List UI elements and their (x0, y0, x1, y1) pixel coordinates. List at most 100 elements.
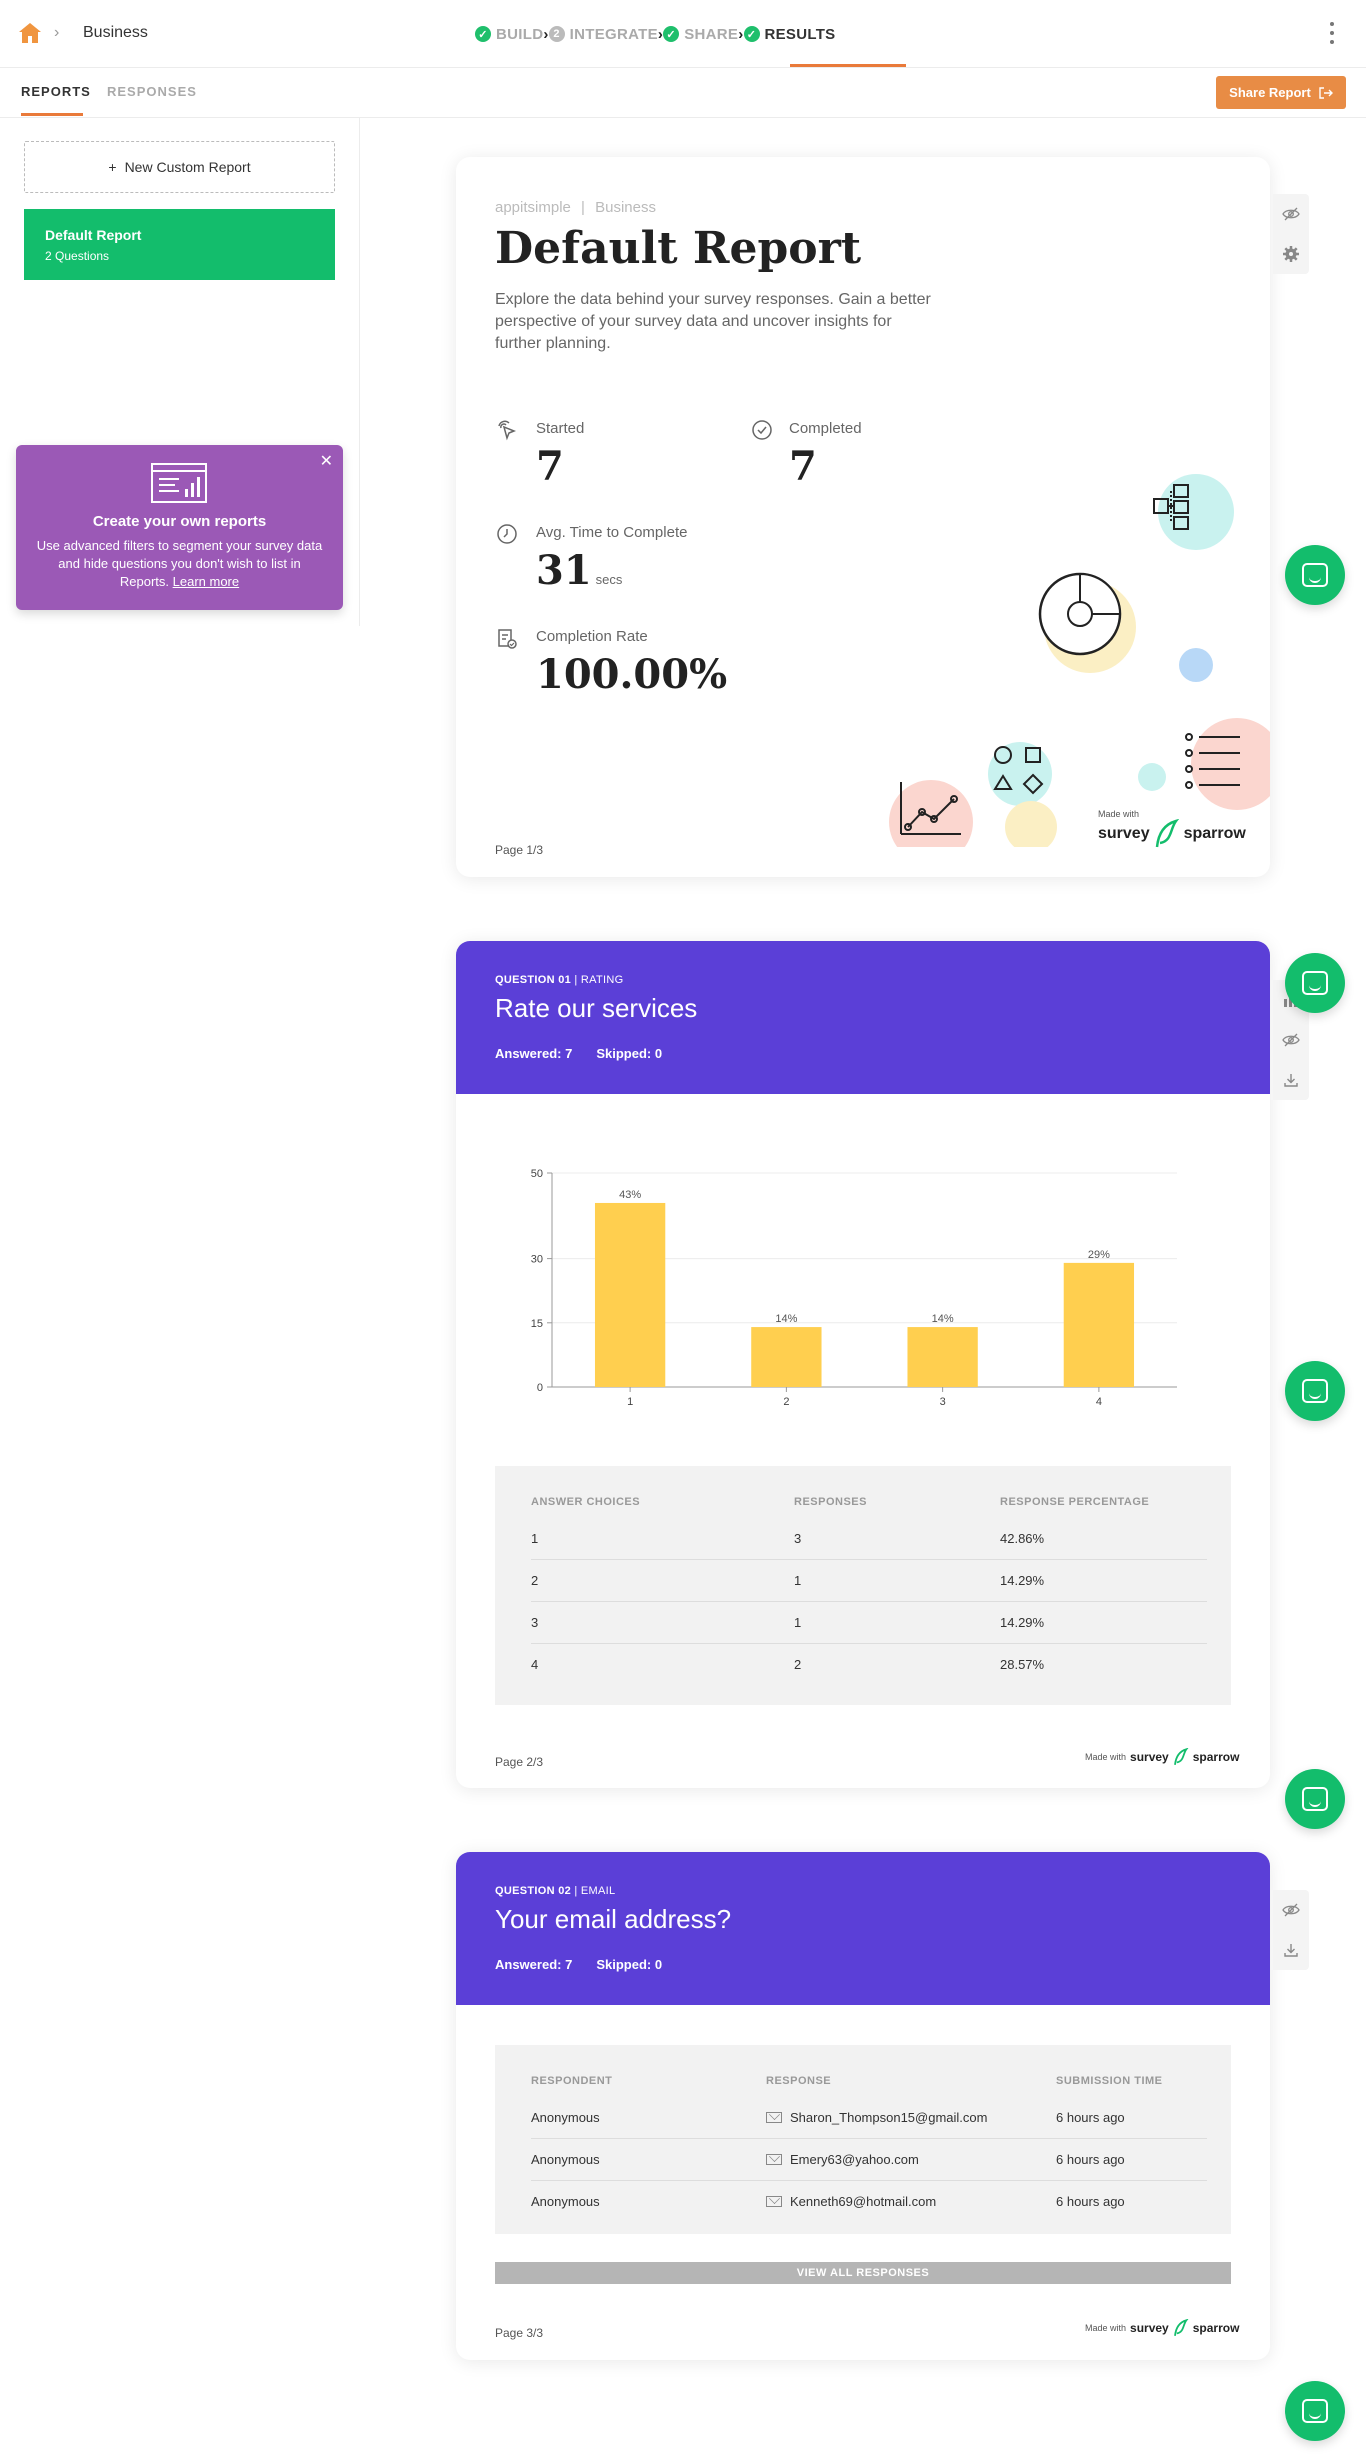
shapes-icon (993, 746, 1044, 795)
logo-word-sparrow: sparrow (1192, 1750, 1240, 1764)
percentage-cell: 42.86% (1000, 1531, 1045, 1546)
question-meta: Answered: 7 Skipped: 0 (495, 1957, 662, 1972)
report-description: Explore the data behind your survey resp… (495, 291, 931, 352)
responses-cell: 2 (794, 1643, 1000, 1685)
answer-choice-cell: 1 (531, 1531, 539, 1546)
hide-eye-icon[interactable] (1273, 194, 1309, 234)
response-cell: Kenneth69@hotmail.com (766, 2180, 1056, 2222)
question-type: | RATING (574, 974, 624, 986)
report-title: Default Report (495, 223, 862, 274)
chat-widget-button[interactable] (1285, 545, 1345, 605)
envelope-icon (766, 2154, 782, 2165)
x-tick-label: 4 (1096, 1396, 1102, 1408)
chat-widget-button[interactable] (1285, 953, 1345, 1013)
stat-value: 7 (536, 443, 564, 490)
table-row: Anonymous Kenneth69@hotmail.com 6 hours … (531, 2180, 1207, 2222)
report-brand-line: appitsimple | Business (495, 199, 656, 216)
chevron-right-icon: › (738, 25, 744, 43)
download-icon[interactable] (1273, 1060, 1309, 1100)
y-tick-label: 30 (531, 1254, 543, 1266)
logo-word-survey: survey (1130, 1750, 1169, 1764)
gear-icon[interactable] (1273, 234, 1309, 274)
bar-chart-svg: 0 15 30 50 43% 1 14% 2 14% 3 29% 4 (531, 1168, 1177, 1408)
responses-cell: 1 (794, 1559, 1000, 1602)
report-side-tools (1273, 194, 1309, 274)
report-decoration-illustration (889, 474, 1270, 847)
skipped-value: 0 (654, 1046, 663, 1061)
flowchart-icon (1153, 484, 1189, 530)
x-tick-label: 1 (627, 1396, 633, 1408)
rating-bar-chart: 0 15 30 50 43% 1 14% 2 14% 3 29% 4 (512, 1157, 1192, 1417)
chat-widget-button[interactable] (1285, 1769, 1345, 1829)
table-row: Anonymous Sharon_Thompson15@gmail.com 6 … (531, 2097, 1207, 2139)
made-with-surveysparrow-logo: Made with survey sparrow (1085, 2319, 1239, 2337)
tab-responses[interactable]: RESPONSES (107, 84, 197, 99)
question-kicker: QUESTION 02 | EMAIL (495, 1885, 615, 1897)
stat-value: 100.00% (536, 651, 728, 698)
step-share[interactable]: ✓ SHARE (663, 26, 738, 43)
hide-eye-icon[interactable] (1273, 1890, 1309, 1930)
column-header: ANSWER CHOICES (531, 1496, 641, 1508)
table-row: 1 3 42.86% (531, 1518, 1207, 1560)
download-icon[interactable] (1273, 1930, 1309, 1970)
sidebar-item-default-report[interactable]: Default Report 2 Questions (24, 209, 335, 280)
reports-sidebar (0, 118, 360, 626)
tab-reports[interactable]: REPORTS (21, 84, 91, 99)
chat-widget-button[interactable] (1285, 1361, 1345, 1421)
learn-more-link[interactable]: Learn more (172, 574, 240, 589)
new-custom-report-button[interactable]: + New Custom Report (24, 141, 335, 193)
responses-cell: 3 (794, 1531, 802, 1546)
close-icon[interactable]: ✕ (319, 453, 333, 470)
stat-label: Completed (789, 420, 862, 437)
email-responses-table: RESPONDENT RESPONSE SUBMISSION TIME Anon… (495, 2045, 1231, 2234)
percentage-cell: 28.57% (1000, 1643, 1207, 1685)
email-value: Sharon_Thompson15@gmail.com (790, 2110, 988, 2125)
step-results[interactable]: ✓ RESULTS (743, 26, 836, 43)
sub-nav-bar: REPORTS RESPONSES (0, 68, 1366, 118)
bar-rating-3 (907, 1327, 978, 1387)
stat-completed: Completed 7 (789, 420, 862, 490)
y-tick-label: 15 (531, 1318, 543, 1330)
question-kicker: QUESTION 01 | RATING (495, 974, 623, 986)
more-options-icon[interactable] (1329, 22, 1335, 44)
table-row: 2 1 14.29% (531, 1559, 1207, 1602)
responses-cell: 1 (794, 1601, 1000, 1644)
column-header: SUBMISSION TIME (1056, 2075, 1163, 2087)
stat-label: Completion Rate (536, 628, 648, 645)
answered-count: Answered: 7 (495, 1957, 572, 1972)
submission-time-cell: 6 hours ago (1056, 2138, 1207, 2181)
step-build[interactable]: ✓ BUILD (475, 26, 543, 43)
promo-text: Use advanced filters to segment your sur… (36, 538, 323, 589)
made-with-surveysparrow-logo: Made with survey sparrow (1098, 809, 1246, 849)
answer-choices-table: ANSWER CHOICES RESPONSES RESPONSE PERCEN… (495, 1466, 1231, 1705)
breadcrumb-project[interactable]: Business (83, 24, 148, 41)
question-type: | EMAIL (574, 1885, 616, 1897)
home-icon[interactable] (18, 22, 42, 44)
skipped-value: 0 (654, 1957, 663, 1972)
table-header-row: RESPONDENT RESPONSE SUBMISSION TIME (531, 2065, 1207, 2097)
answer-choice-cell: 3 (531, 1601, 794, 1644)
bar-value-label: 14% (932, 1313, 954, 1325)
chevron-right-icon: › (54, 24, 60, 41)
share-arrow-icon (1319, 86, 1333, 99)
sparrow-logo-icon (1155, 819, 1179, 848)
cursor-click-icon (498, 420, 517, 441)
logo-word-sparrow: sparrow (1183, 825, 1246, 842)
respondent-cell: Anonymous (531, 2138, 766, 2181)
y-tick-label: 0 (537, 1382, 543, 1394)
question-02-card: QUESTION 02 | EMAIL Your email address? … (456, 1852, 1270, 2360)
stat-label: Avg. Time to Complete (536, 524, 688, 541)
submission-time-cell: 6 hours ago (1056, 2110, 1125, 2125)
page-number: Page 1/3 (495, 843, 544, 857)
hide-eye-icon[interactable] (1273, 1020, 1309, 1060)
view-all-responses-button[interactable]: VIEW ALL RESPONSES (495, 2262, 1231, 2284)
logo-word-sparrow: sparrow (1192, 2321, 1240, 2335)
step-integrate[interactable]: 2 INTEGRATE (548, 26, 658, 43)
email-value: Emery63@yahoo.com (790, 2152, 919, 2167)
custom-reports-promo: ✕ Create your own reports Use advanced f… (16, 445, 343, 610)
chat-widget-button[interactable] (1285, 2381, 1345, 2441)
stat-label: Started (536, 420, 585, 437)
new-report-label: New Custom Report (124, 159, 251, 175)
report-item-subtitle: 2 Questions (45, 249, 110, 263)
share-report-button[interactable]: Share Report (1216, 76, 1346, 109)
